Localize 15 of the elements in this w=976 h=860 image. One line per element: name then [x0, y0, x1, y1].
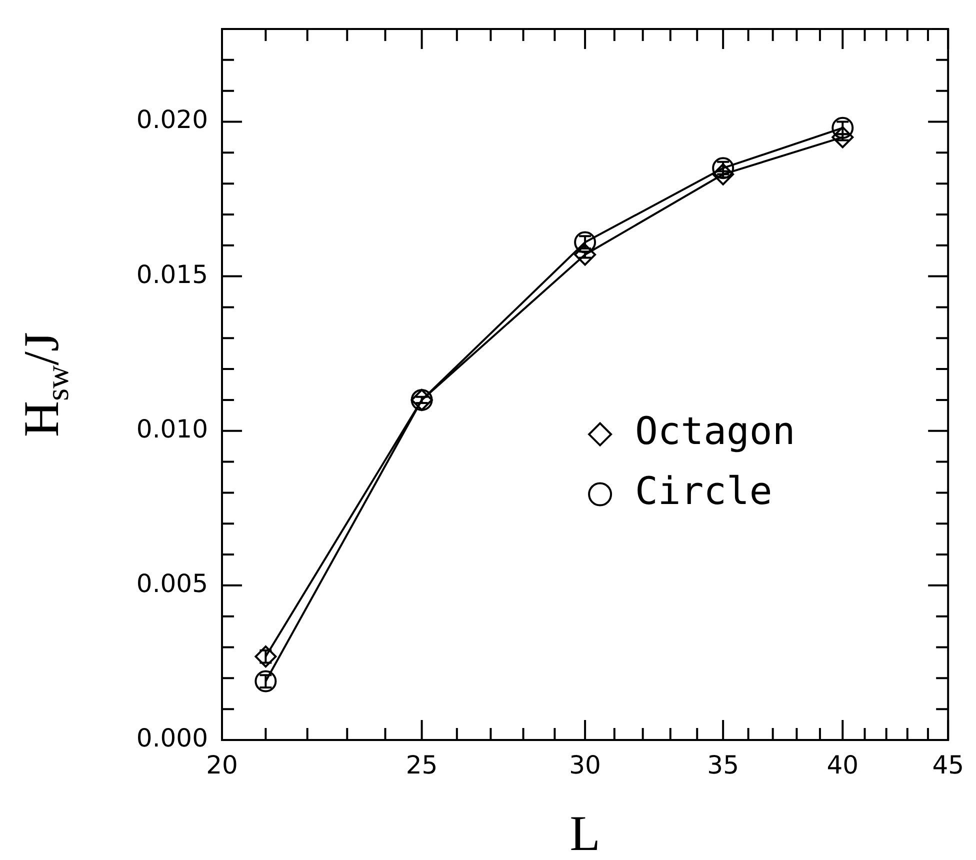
y-tick-label: 0.005 — [136, 568, 208, 598]
x-tick-label: 30 — [569, 750, 601, 780]
y-axis-title: Hsw/J — [13, 332, 75, 438]
y-tick-label: 0.020 — [136, 105, 208, 134]
x-tick-label: 35 — [707, 750, 739, 780]
x-tick-label: 40 — [826, 750, 859, 780]
x-axis-title: L — [570, 805, 600, 860]
x-tick-label: 25 — [406, 750, 438, 780]
x-tick-label: 45 — [932, 750, 964, 780]
y-tick-label: 0.015 — [136, 260, 208, 289]
legend-label: Octagon — [635, 409, 796, 454]
x-tick-label: 20 — [206, 750, 238, 780]
y-tick-label: 0.000 — [136, 724, 208, 752]
y-tick-label: 0.010 — [136, 414, 208, 444]
legend-label: Circle — [635, 469, 772, 514]
